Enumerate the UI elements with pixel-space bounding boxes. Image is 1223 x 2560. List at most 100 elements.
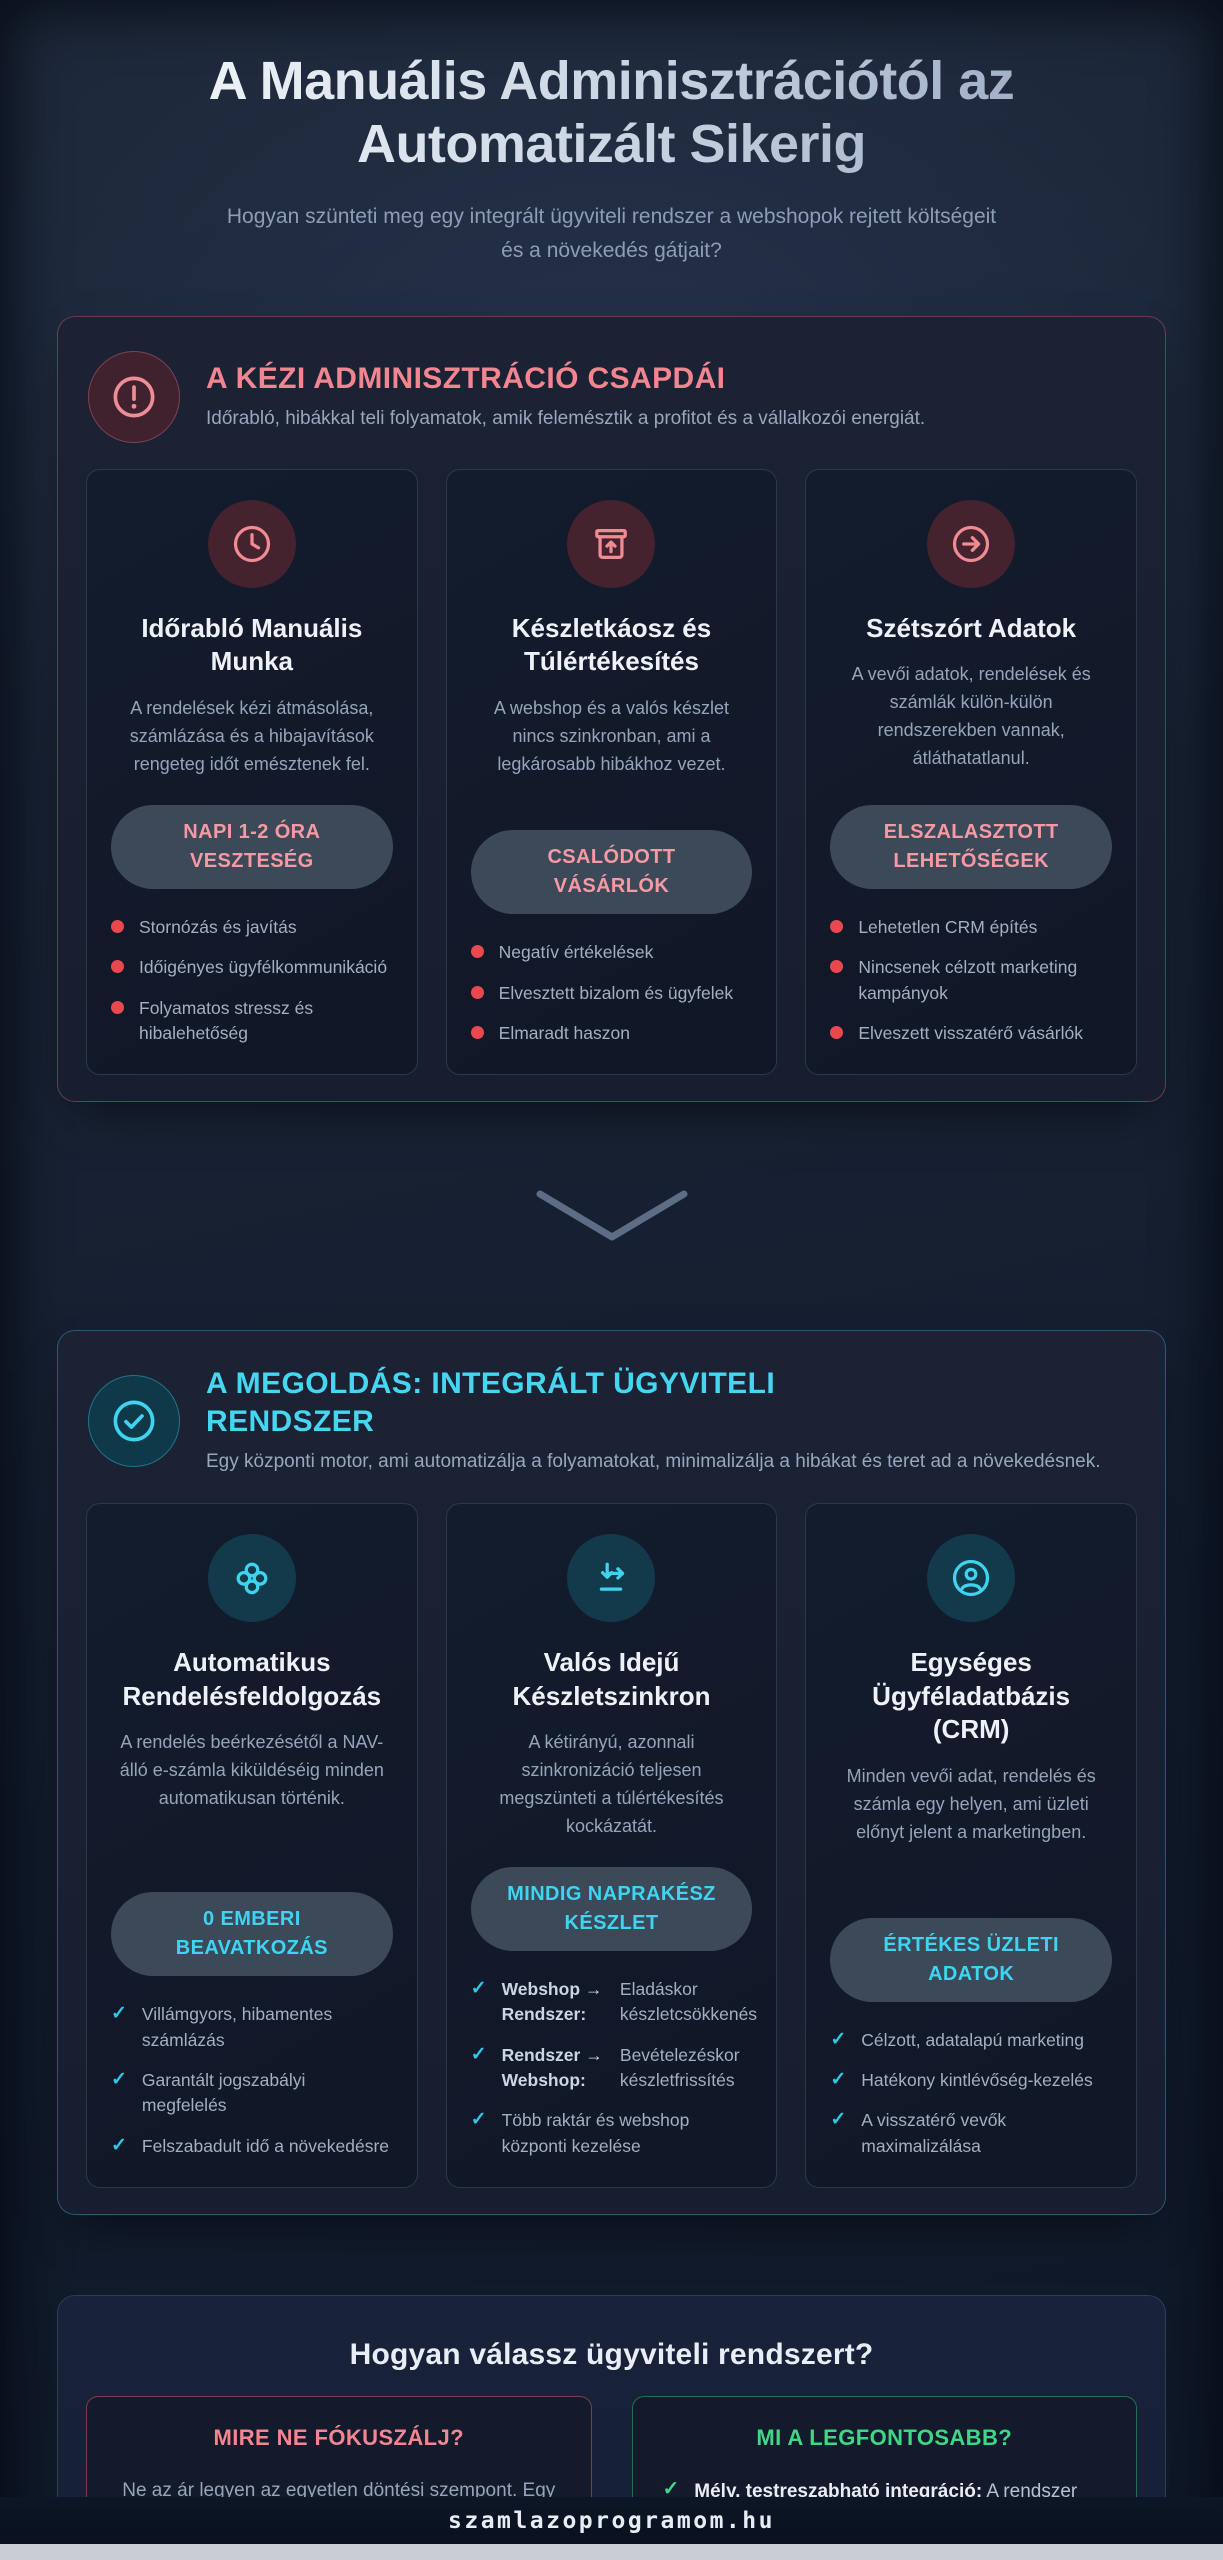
problem-section-subtitle: Időrabló, hibákkal teli folyamatok, amik… bbox=[206, 408, 926, 430]
status-badge: NAPI 1-2 ÓRA VESZTESÉG bbox=[111, 804, 393, 889]
problem-card-scattered-data: Szétszórt Adatok A vevői adatok, rendelé… bbox=[805, 468, 1137, 1076]
page-subtitle: Hogyan szünteti meg egy integrált ügyvit… bbox=[226, 205, 997, 262]
list-item: Stornózás és javítás bbox=[111, 915, 393, 940]
bullet-text: Negatív értékelések bbox=[498, 942, 654, 963]
status-badge: ELSZALASZTOTT LEHETŐSÉGEK bbox=[830, 804, 1112, 889]
footer-bar: szamlazoprogramom.hu bbox=[0, 2497, 1223, 2544]
card-description: A vevői adatok, rendelések és számlák kü… bbox=[851, 664, 1091, 768]
problem-card-manual-work: Időrabló Manuális Munka A rendelések kéz… bbox=[86, 468, 418, 1076]
bullet-dot-icon bbox=[830, 919, 844, 933]
check-icon: ✓ bbox=[830, 2028, 847, 2050]
card-description: A rendelések kézi átmásolása, számlázása… bbox=[129, 698, 374, 774]
check-icon: ✓ bbox=[111, 2134, 127, 2156]
arrow-right-circle-icon bbox=[927, 499, 1016, 588]
clock-icon bbox=[207, 499, 296, 588]
card-description: A kétirányú, azonnali szinkronizáció tel… bbox=[499, 1732, 724, 1837]
check-icon: ✓ bbox=[111, 2069, 127, 2091]
solution-card-crm: Egységes Ügyféladatbázis (CRM) Minden ve… bbox=[805, 1502, 1137, 2189]
list-item: ✓ Hatékony kintlévőség-kezelés bbox=[830, 2068, 1112, 2093]
solution-card-stock-sync: Valós Idejű Készletszinkron A kétirányú,… bbox=[445, 1502, 778, 2189]
check-text: Több raktár és webshop központi kezelése bbox=[501, 2110, 690, 2156]
hero-header: A Manuális Adminisztrációtól az Automati… bbox=[57, 50, 1166, 268]
unarchive-box-icon bbox=[567, 499, 656, 588]
card-description: Minden vevői adat, rendelés és számla eg… bbox=[846, 1766, 1096, 1842]
problem-section-title: A KÉZI ADMINISZTRÁCIÓ CSAPDÁI bbox=[206, 361, 726, 395]
check-text: Hatékony kintlévőség-kezelés bbox=[861, 2070, 1093, 2091]
bullet-list: Negatív értékelések Elvesztett bizalom é… bbox=[470, 940, 753, 1046]
bullet-dot-icon bbox=[470, 945, 484, 959]
footer-bottom-strip bbox=[0, 2544, 1223, 2560]
check-icon: ✓ bbox=[111, 2003, 127, 2025]
list-item: ✓ Rendszer → Webshop: Bevételezéskor kés… bbox=[471, 2043, 753, 2094]
automation-knot-icon bbox=[207, 1533, 296, 1622]
check-list: ✓ Célzott, adatalapú marketing ✓ Hatékony … bbox=[830, 2028, 1112, 2160]
check-text: Bevételezéskor készletfrissítés bbox=[619, 2044, 740, 2091]
check-columns: Webshop → Rendszer: Eladáskor készletcsö… bbox=[501, 1977, 757, 2028]
bullet-dot-icon bbox=[830, 1025, 844, 1039]
bullet-text: Időigényes ügyfélkommunikáció bbox=[139, 957, 388, 978]
bullet-text: Folyamatos stressz és hibalehetőség bbox=[139, 997, 314, 1043]
card-description: A rendelés beérkezésétől a NAV-álló e-sz… bbox=[119, 1732, 384, 1809]
list-item: Elvesztett bizalom és ügyfelek bbox=[470, 981, 753, 1006]
card-description: A webshop és a valós készlet nincs szink… bbox=[493, 698, 730, 774]
card-title: Egységes Ügyféladatbázis (CRM) bbox=[872, 1646, 1071, 1745]
most-important-title: MI A LEGFONTOSABB? bbox=[756, 2425, 1013, 2451]
solution-cards: Automatikus Rendelésfeldolgozás A rendel… bbox=[84, 1502, 1139, 2189]
check-text: Célzott, adatalapú marketing bbox=[861, 2029, 1085, 2050]
bullet-dot-icon bbox=[830, 960, 844, 974]
list-item: Nincsenek célzott marketing kampányok bbox=[830, 955, 1112, 1006]
status-badge: MINDIG NAPRAKÉSZ KÉSZLET bbox=[470, 1866, 753, 1951]
check-icon: ✓ bbox=[830, 2109, 847, 2131]
list-item: ✓ A visszatérő vevők maximalizálása bbox=[830, 2108, 1112, 2159]
list-item: ✓ Villámgyors, hibamentes számlázás bbox=[111, 2002, 393, 2053]
card-title: Valós Idejű Készletszinkron bbox=[512, 1646, 711, 1711]
user-circle-icon bbox=[927, 1533, 1016, 1622]
sync-arrows-icon bbox=[567, 1533, 656, 1622]
check-icon: ✓ bbox=[830, 2069, 847, 2091]
section-divider bbox=[57, 1102, 1166, 1330]
check-list: ✓ Villámgyors, hibamentes számlázás ✓ Gara… bbox=[111, 2002, 393, 2159]
bullet-text: Elvesztett bizalom és ügyfelek bbox=[498, 982, 734, 1003]
problem-section: A KÉZI ADMINISZTRÁCIÓ CSAPDÁI Időrabló, … bbox=[57, 315, 1166, 1103]
status-badge: ÉRTÉKES ÜZLETI ADATOK bbox=[830, 1917, 1112, 2002]
problem-card-stock-chaos: Készletkáosz és Túlértékesítés A webshop… bbox=[445, 468, 778, 1076]
problem-section-titles: A KÉZI ADMINISZTRÁCIÓ CSAPDÁI Időrabló, … bbox=[206, 360, 925, 434]
check-icon: ✓ bbox=[470, 1977, 487, 1999]
page-title: A Manuális Adminisztrációtól az Automati… bbox=[57, 50, 1166, 176]
list-item: Elmaradt haszon bbox=[470, 1021, 753, 1046]
list-item: ✓ Felszabadult idő a növekedésre bbox=[111, 2134, 393, 2159]
card-title: Szétszórt Adatok bbox=[866, 612, 1077, 643]
card-title: Időrabló Manuális Munka bbox=[141, 612, 363, 677]
check-circle-icon bbox=[88, 1375, 180, 1468]
check-icon: ✓ bbox=[470, 2109, 487, 2131]
check-text: Garantált jogszabályi megfelelés bbox=[141, 2070, 306, 2116]
chevron-down-icon bbox=[536, 1190, 687, 1241]
solution-section-header: A MEGOLDÁS: INTEGRÁLT ÜGYVITELI RENDSZER… bbox=[84, 1361, 1139, 1503]
dont-focus-title: MIRE NE FÓKUSZÁLJ? bbox=[213, 2425, 464, 2451]
check-label: Rendszer → Webshop: bbox=[501, 2044, 603, 2091]
bullet-dot-icon bbox=[470, 1025, 484, 1039]
choose-section-title: Hogyan válassz ügyviteli rendszert? bbox=[349, 2338, 874, 2372]
check-label: Webshop → Rendszer: bbox=[501, 1978, 603, 2025]
page-title-line1: A Manuális Adminisztrációtól az bbox=[208, 51, 1015, 111]
bullet-text: Nincsenek célzott marketing kampányok bbox=[858, 957, 1078, 1003]
solution-card-auto-orders: Automatikus Rendelésfeldolgozás A rendel… bbox=[86, 1502, 418, 2189]
list-item: Negatív értékelések bbox=[470, 940, 753, 965]
solution-section-title: A MEGOLDÁS: INTEGRÁLT ÜGYVITELI RENDSZER bbox=[206, 1367, 776, 1438]
bullet-dot-icon bbox=[111, 919, 124, 933]
list-item: Folyamatos stressz és hibalehetőség bbox=[111, 996, 393, 1047]
solution-section-titles: A MEGOLDÁS: INTEGRÁLT ÜGYVITELI RENDSZER… bbox=[206, 1365, 1101, 1477]
bullet-dot-icon bbox=[470, 985, 484, 999]
alert-circle-icon bbox=[88, 350, 180, 443]
check-text: Villámgyors, hibamentes számlázás bbox=[141, 2004, 333, 2050]
check-columns: Rendszer → Webshop: Bevételezéskor készl… bbox=[502, 2043, 753, 2094]
list-item: ✓ Garantált jogszabályi megfelelés bbox=[111, 2068, 393, 2119]
status-badge: CSALÓDOTT VÁSÁRLÓK bbox=[470, 830, 753, 915]
bullet-text: Elveszett visszatérő vásárlók bbox=[858, 1022, 1083, 1043]
bullet-text: Elmaradt haszon bbox=[498, 1022, 630, 1043]
check-icon: ✓ bbox=[470, 2043, 487, 2065]
problem-section-header: A KÉZI ADMINISZTRÁCIÓ CSAPDÁI Időrabló, … bbox=[84, 347, 1139, 469]
check-icon: ✓ bbox=[662, 2478, 680, 2501]
check-list: ✓ Webshop → Rendszer: Eladáskor készletc… bbox=[470, 1977, 757, 2159]
check-text: Felszabadult idő a növekedésre bbox=[141, 2135, 390, 2156]
